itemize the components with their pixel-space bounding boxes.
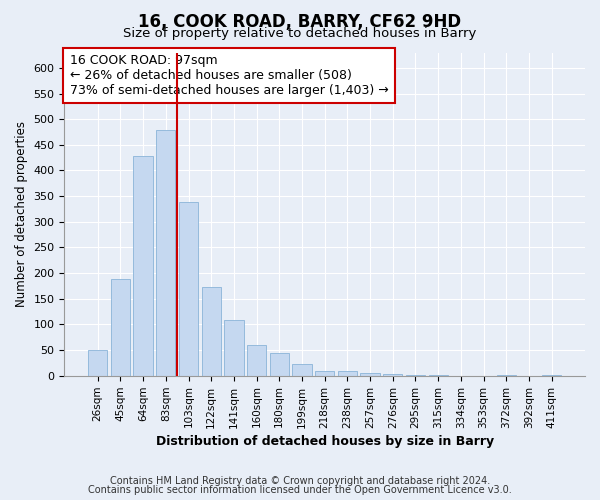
Bar — [247, 345, 266, 376]
Bar — [383, 374, 403, 376]
X-axis label: Distribution of detached houses by size in Barry: Distribution of detached houses by size … — [155, 434, 494, 448]
Bar — [179, 202, 198, 376]
Bar — [338, 370, 357, 376]
Bar — [269, 353, 289, 376]
Bar — [406, 375, 425, 376]
Bar — [361, 373, 380, 376]
Bar — [428, 375, 448, 376]
Bar — [292, 364, 311, 376]
Text: Contains public sector information licensed under the Open Government Licence v3: Contains public sector information licen… — [88, 485, 512, 495]
Y-axis label: Number of detached properties: Number of detached properties — [15, 121, 28, 307]
Bar — [156, 130, 175, 376]
Text: Contains HM Land Registry data © Crown copyright and database right 2024.: Contains HM Land Registry data © Crown c… — [110, 476, 490, 486]
Text: 16, COOK ROAD, BARRY, CF62 9HD: 16, COOK ROAD, BARRY, CF62 9HD — [139, 12, 461, 30]
Bar — [133, 156, 153, 376]
Bar — [224, 320, 244, 376]
Bar — [111, 280, 130, 376]
Bar — [542, 375, 562, 376]
Bar — [497, 375, 516, 376]
Text: 16 COOK ROAD: 97sqm
← 26% of detached houses are smaller (508)
73% of semi-detac: 16 COOK ROAD: 97sqm ← 26% of detached ho… — [70, 54, 388, 97]
Bar — [202, 288, 221, 376]
Bar — [315, 370, 334, 376]
Text: Size of property relative to detached houses in Barry: Size of property relative to detached ho… — [124, 28, 476, 40]
Bar — [88, 350, 107, 376]
